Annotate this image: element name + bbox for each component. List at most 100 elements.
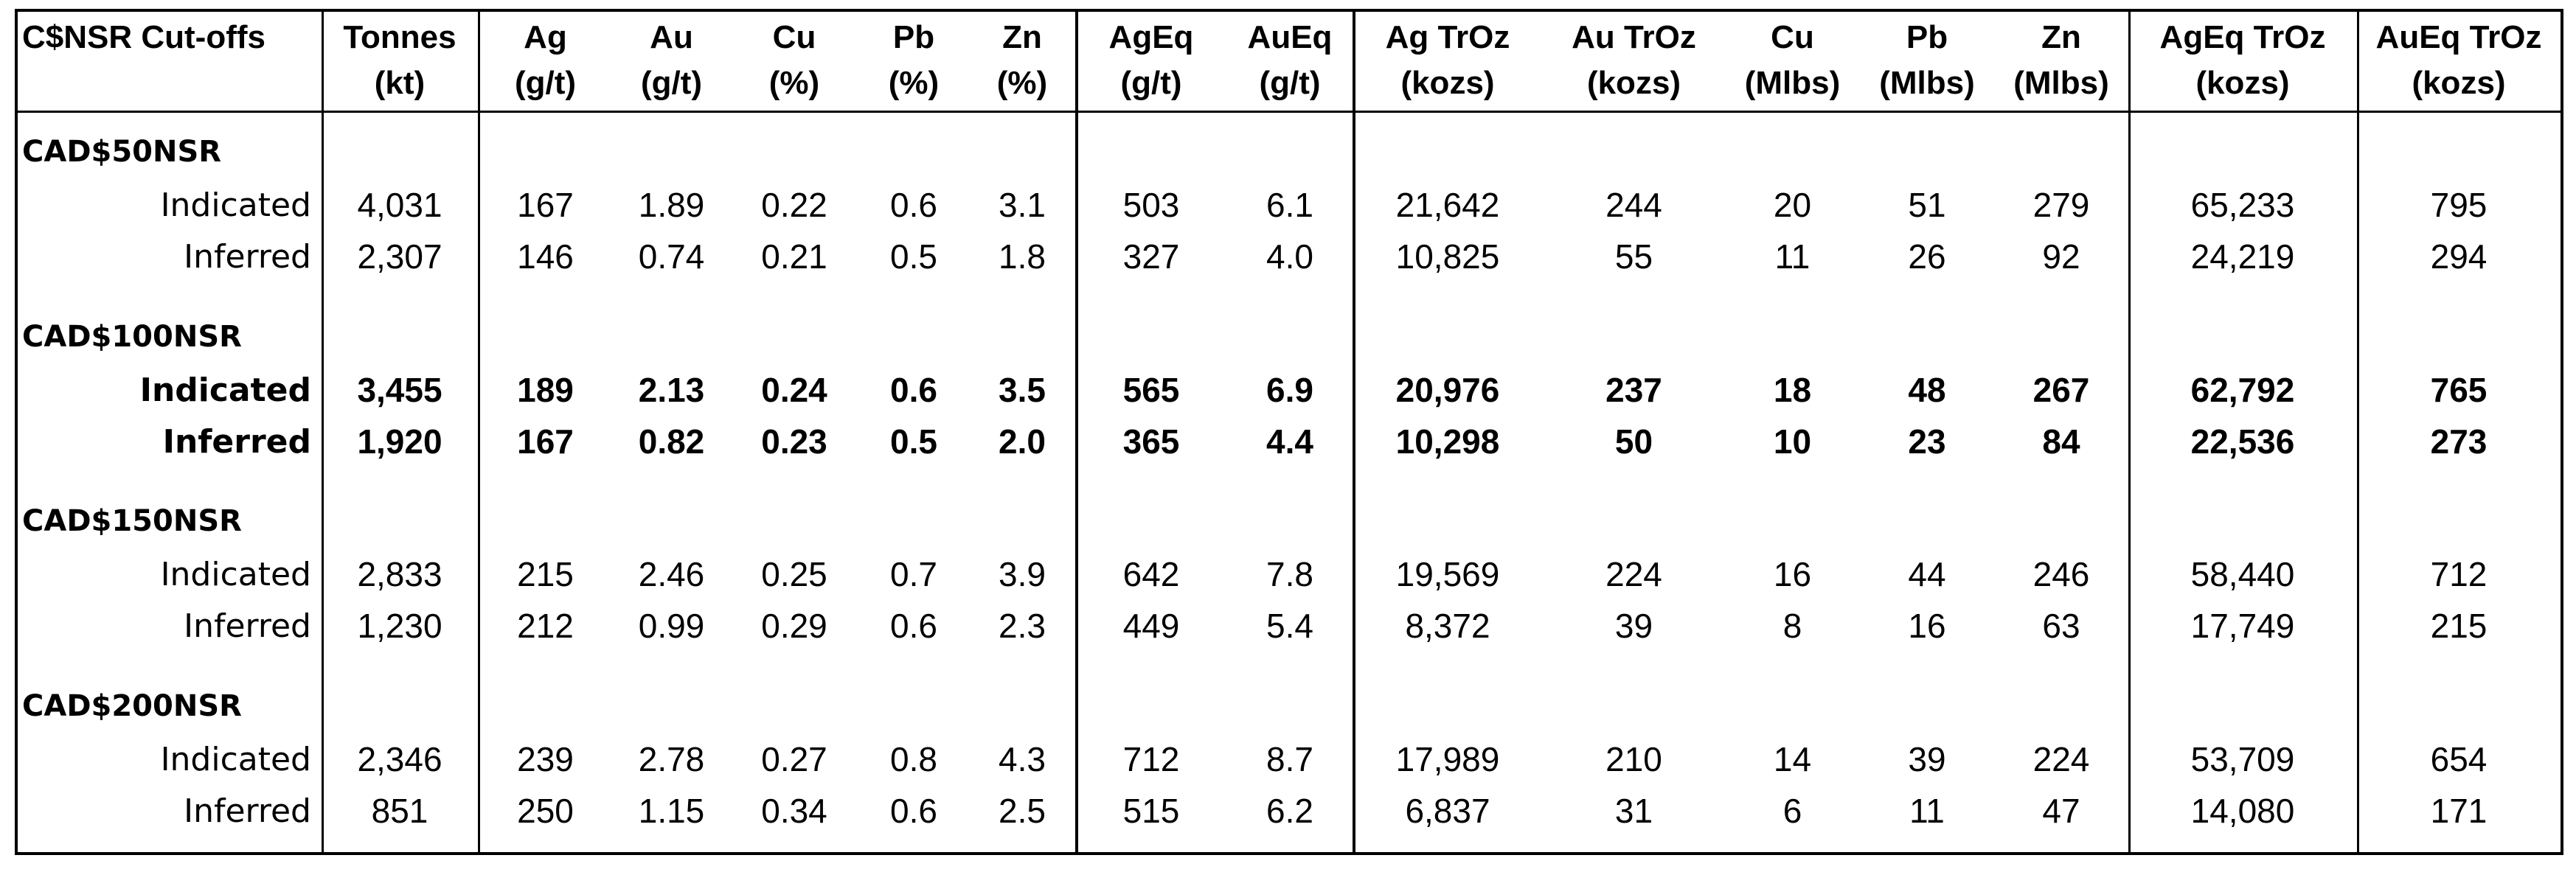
column-unit: (%) <box>888 65 940 101</box>
table-cell: 503 <box>1122 186 1180 224</box>
table-cell: 4.3 <box>999 740 1046 778</box>
table-cell: 17,749 <box>2190 607 2295 645</box>
table-cell: 14 <box>1773 740 1812 778</box>
table-cell: 48 <box>1908 371 1946 409</box>
table-cell: 654 <box>2430 740 2488 778</box>
column-unit: (kozs) <box>2412 65 2506 101</box>
table-cell: 3,455 <box>357 371 442 409</box>
table-cell: 24,219 <box>2190 237 2295 276</box>
table-cell: 795 <box>2430 186 2488 224</box>
table-cell: 10,825 <box>1395 237 1500 276</box>
table-cell: 16 <box>1908 607 1946 645</box>
mineral-resource-table: C$NSR Cut-offs Tonnes (kt) Ag (g/t) Au (g/t) Cu… <box>15 9 2563 855</box>
column-header: AgEq TrOz <box>2159 19 2326 55</box>
table-cell: 0.21 <box>761 237 827 276</box>
table-cell: 2.78 <box>638 740 705 778</box>
column-header: Au <box>650 19 693 55</box>
row-label: Indicated <box>160 186 311 224</box>
table-cell: 3.5 <box>999 371 1046 409</box>
column-unit: (%) <box>768 65 820 101</box>
table-cell: 2,307 <box>357 237 442 276</box>
cutoff-group-label: CAD$50NSR <box>22 135 222 169</box>
table-cell: 279 <box>2032 186 2090 224</box>
table-cell: 2.3 <box>999 607 1046 645</box>
table-cell: 31 <box>1614 792 1653 830</box>
table-cell: 18 <box>1773 371 1812 409</box>
table-cell: 273 <box>2430 422 2488 461</box>
table-cell: 712 <box>1122 740 1180 778</box>
table-cell: 267 <box>2032 371 2090 409</box>
column-header: Cu <box>772 19 816 55</box>
table-cell: 515 <box>1122 792 1180 830</box>
table-cell: 189 <box>517 371 574 409</box>
table-cell: 167 <box>517 186 574 224</box>
table-cell: 0.6 <box>890 371 937 409</box>
table-cell: 20,976 <box>1395 371 1500 409</box>
column-divider <box>1353 12 1355 852</box>
table-cell: 1,230 <box>357 607 442 645</box>
table-cell: 0.74 <box>638 237 705 276</box>
table-cell: 55 <box>1614 237 1653 276</box>
table-cell: 0.29 <box>761 607 827 645</box>
column-unit: (kozs) <box>2195 65 2290 101</box>
table-cell: 16 <box>1773 555 1812 593</box>
table-cell: 0.7 <box>890 555 937 593</box>
table-cell: 2.46 <box>638 555 705 593</box>
column-header: Ag TrOz <box>1385 19 1510 55</box>
row-label: Inferred <box>184 792 311 830</box>
table-cell: 5.4 <box>1266 607 1313 645</box>
table-cell: 0.8 <box>890 740 937 778</box>
table-cell: 6.9 <box>1266 371 1313 409</box>
table-cell: 10,298 <box>1395 422 1500 461</box>
table-cell: 224 <box>2032 740 2090 778</box>
cutoff-group-label: CAD$150NSR <box>22 504 242 538</box>
table-cell: 167 <box>517 422 574 461</box>
table-cell: 0.6 <box>890 792 937 830</box>
column-header: Au TrOz <box>1572 19 1696 55</box>
table-cell: 53,709 <box>2190 740 2295 778</box>
table-cell: 6.1 <box>1266 186 1313 224</box>
table-cell: 6.2 <box>1266 792 1313 830</box>
table-cell: 0.5 <box>890 237 937 276</box>
table-cell: 63 <box>2042 607 2080 645</box>
table-cell: 14,080 <box>2190 792 2295 830</box>
table-cell: 8 <box>1782 607 1802 645</box>
table-cell: 0.23 <box>761 422 827 461</box>
table-cell: 17,989 <box>1395 740 1500 778</box>
column-header: Zn <box>1002 19 1042 55</box>
table-cell: 92 <box>2042 237 2080 276</box>
table-cell: 765 <box>2430 371 2488 409</box>
column-unit: (Mlbs) <box>2013 65 2109 101</box>
table-cell: 0.25 <box>761 555 827 593</box>
table-cell: 19,569 <box>1395 555 1500 593</box>
table-cell: 565 <box>1122 371 1180 409</box>
table-cell: 0.24 <box>761 371 827 409</box>
table-cell: 22,536 <box>2190 422 2295 461</box>
table-cell: 327 <box>1122 237 1180 276</box>
table-cell: 4,031 <box>357 186 442 224</box>
table-cell: 47 <box>2042 792 2080 830</box>
table-cell: 21,642 <box>1395 186 1500 224</box>
table-cell: 23 <box>1908 422 1946 461</box>
table-cell: 84 <box>2042 422 2080 461</box>
column-divider <box>478 12 480 852</box>
table-cell: 2.5 <box>999 792 1046 830</box>
table-cell: 250 <box>517 792 574 830</box>
table-cell: 449 <box>1122 607 1180 645</box>
column-unit: (%) <box>996 65 1048 101</box>
column-divider <box>2128 12 2131 852</box>
column-unit: (Mlbs) <box>1744 65 1841 101</box>
table-cell: 2,833 <box>357 555 442 593</box>
table-cell: 39 <box>1614 607 1653 645</box>
table-cell: 0.6 <box>890 607 937 645</box>
table-cell: 215 <box>2430 607 2488 645</box>
column-header: AuEq <box>1247 19 1333 55</box>
row-label: Indicated <box>139 371 311 409</box>
table-cell: 146 <box>517 237 574 276</box>
table-cell: 1.89 <box>638 186 705 224</box>
table-cell: 65,233 <box>2190 186 2295 224</box>
table-cell: 237 <box>1605 371 1662 409</box>
column-unit: (kozs) <box>1586 65 1681 101</box>
column-header: Pb <box>892 19 935 55</box>
table-cell: 239 <box>517 740 574 778</box>
